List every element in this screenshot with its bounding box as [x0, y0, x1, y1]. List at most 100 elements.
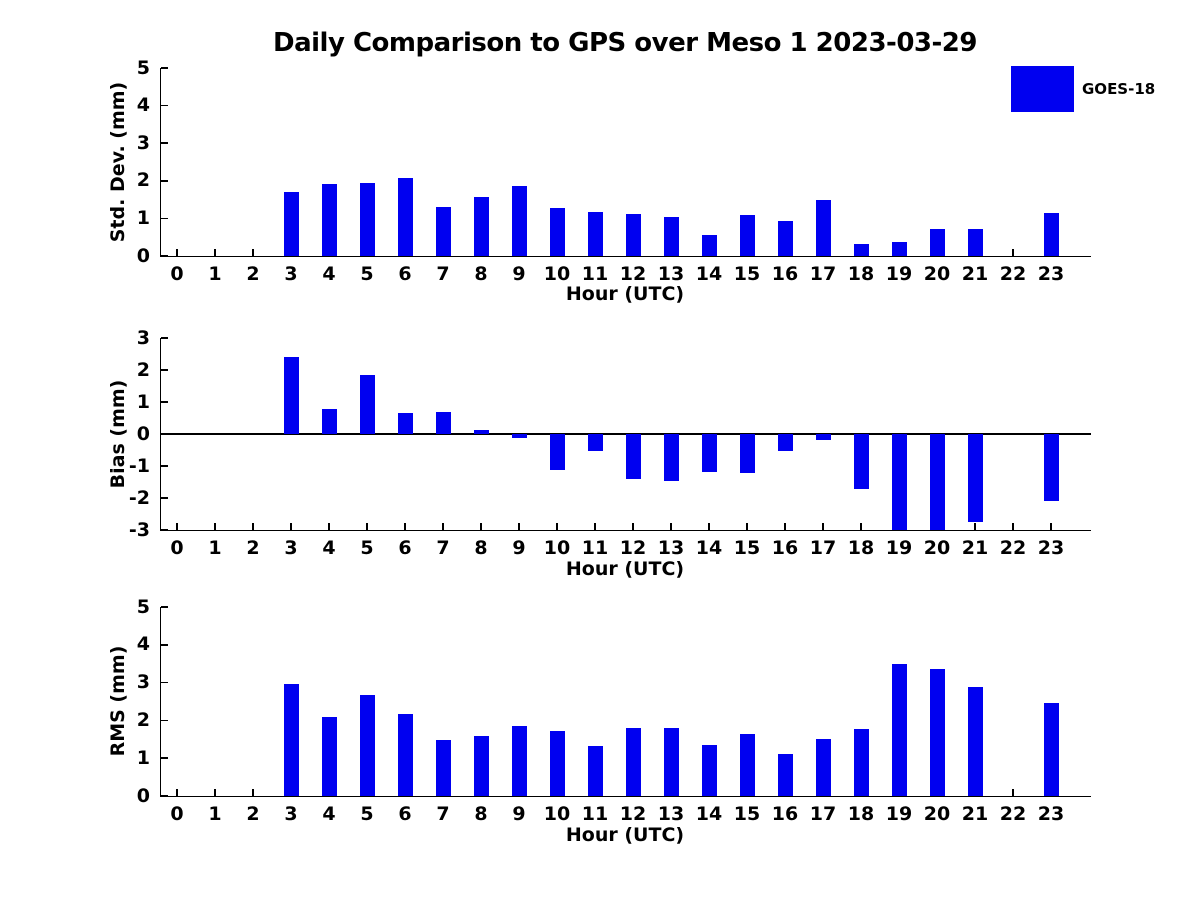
x-tick-label: 9: [512, 263, 526, 285]
x-tick-label: 7: [436, 263, 450, 285]
bar-hour-16: [777, 754, 793, 796]
bar-hour-14: [701, 235, 717, 256]
bar-hour-17: [815, 739, 831, 796]
bar-hour-21: [967, 687, 983, 796]
x-tick: [556, 523, 558, 530]
bar-hour-10: [549, 730, 565, 796]
y-tick-label: 2: [136, 358, 150, 381]
y-tick-label: 4: [136, 633, 150, 656]
x-tick-label: 17: [809, 263, 837, 285]
legend: GOES-18: [1011, 66, 1155, 112]
bar-hour-7: [435, 207, 451, 256]
x-tick-label: 21: [961, 537, 989, 559]
y-axis-label-bias: Bias (mm): [107, 379, 129, 489]
bar-hour-23: [1043, 212, 1059, 256]
bar-hour-20: [929, 434, 945, 530]
x-tick: [252, 789, 254, 796]
bar-hour-16: [777, 221, 793, 256]
x-tick-label: 6: [398, 263, 412, 285]
x-tick-label: 16: [771, 537, 799, 559]
x-tick-label: 1: [208, 537, 222, 559]
y-tick-label: 1: [136, 746, 150, 769]
y-tick-label: 0: [136, 422, 150, 445]
x-tick-label: 15: [733, 263, 761, 285]
x-axis-label-stddev: Hour (UTC): [565, 283, 685, 305]
x-tick: [1012, 523, 1014, 530]
bar-hour-13: [663, 217, 679, 256]
x-tick-label: 3: [284, 537, 298, 559]
x-tick-label: 19: [885, 537, 913, 559]
x-tick-label: 4: [322, 537, 336, 559]
x-tick-label: 21: [961, 263, 989, 285]
x-tick-label: 9: [512, 803, 526, 825]
x-tick-label: 16: [771, 803, 799, 825]
bar-hour-3: [283, 356, 299, 434]
y-tick: [161, 401, 168, 403]
y-tick: [161, 497, 168, 499]
bar-hour-7: [435, 411, 451, 434]
y-tick-label: -3: [128, 518, 150, 541]
bar-hour-6: [397, 714, 413, 796]
y-tick: [161, 757, 168, 759]
x-tick-label: 20: [923, 263, 951, 285]
x-tick-label: 17: [809, 537, 837, 559]
y-tick-label: 1: [136, 390, 150, 413]
plot-area-bias: -3 -2 -1 0 1 2 3 0 1 2 3 4 5 6 7 8 9 10 11 12 13 14 15 16 17 18 19…: [129, 328, 1091, 558]
x-tick: [366, 523, 368, 530]
x-tick-label: 23: [1037, 263, 1065, 285]
x-tick: [176, 249, 178, 256]
x-tick-label: 7: [436, 803, 450, 825]
x-tick-label: 6: [398, 803, 412, 825]
bar-hour-12: [625, 214, 641, 256]
y-tick: [161, 644, 168, 646]
x-tick-label: 22: [999, 537, 1027, 559]
x-tick-label: 4: [322, 263, 336, 285]
x-tick-label: 16: [771, 263, 799, 285]
x-axis-label-rms: Hour (UTC): [565, 824, 685, 846]
x-tick-label: 2: [246, 537, 260, 559]
bar-hour-17: [815, 200, 831, 256]
y-tick-label: 2: [136, 708, 150, 731]
y-tick-label: 1: [136, 206, 150, 229]
x-tick-label: 19: [885, 803, 913, 825]
x-tick: [708, 523, 710, 530]
x-tick: [252, 523, 254, 530]
bar-hour-10: [549, 208, 565, 256]
x-tick-label: 20: [923, 803, 951, 825]
y-tick: [161, 529, 168, 531]
bar-hour-8: [473, 197, 489, 256]
x-tick: [1050, 523, 1052, 530]
y-tick-label: 5: [136, 595, 150, 618]
bar-hour-8: [473, 736, 489, 796]
x-tick-label: 4: [322, 803, 336, 825]
x-tick-label: 0: [170, 537, 184, 559]
x-tick-label: 20: [923, 537, 951, 559]
x-tick-label: 2: [246, 263, 260, 285]
legend-label-goes18: GOES-18: [1082, 80, 1156, 98]
x-tick: [176, 789, 178, 796]
bar-hour-12: [625, 434, 641, 479]
bar-hour-19: [891, 664, 907, 796]
x-tick-label: 21: [961, 803, 989, 825]
bar-hour-16: [777, 434, 793, 451]
x-tick-label: 5: [360, 263, 374, 285]
x-tick-label: 18: [847, 263, 875, 285]
bar-hour-18: [853, 729, 869, 796]
x-tick-label: 14: [695, 263, 723, 285]
y-tick: [161, 104, 168, 107]
y-axis-label-stddev: Std. Dev. (mm): [107, 81, 129, 243]
y-tick: [161, 719, 168, 722]
y-tick: [161, 337, 168, 339]
y-tick-label: 4: [136, 94, 150, 117]
bar-hour-13: [663, 727, 679, 796]
bar-hour-7: [435, 740, 451, 796]
y-tick: [161, 465, 168, 467]
x-tick: [632, 523, 634, 530]
y-tick-label: 3: [136, 671, 150, 694]
bar-hour-12: [625, 727, 641, 796]
x-tick-label: 11: [581, 263, 609, 285]
x-tick: [1012, 249, 1014, 256]
x-tick-label: 13: [657, 803, 685, 825]
x-tick-label: 12: [619, 537, 647, 559]
